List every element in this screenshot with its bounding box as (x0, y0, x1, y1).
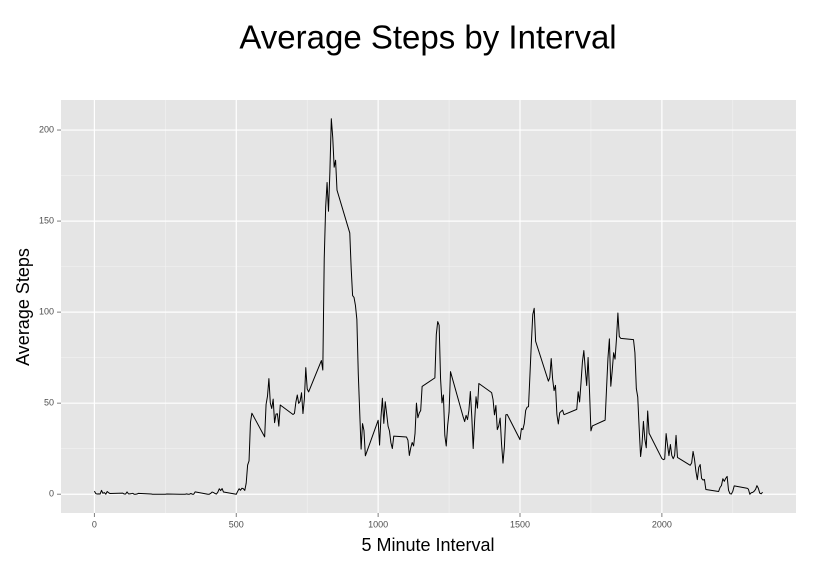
plot-panel (61, 100, 796, 513)
y-tick-label: 50 (44, 398, 54, 408)
y-axis-label: Average Steps (13, 248, 33, 366)
x-tick-label: 500 (229, 519, 244, 529)
y-tick-label: 200 (39, 124, 54, 134)
x-tick-label: 1500 (510, 519, 530, 529)
x-tick-label: 2000 (652, 519, 672, 529)
line (93, 118, 763, 495)
y-tick-label: 0 (49, 489, 54, 499)
x-axis-label: 5 Minute Interval (361, 535, 494, 555)
chart-title: Average Steps by Interval (239, 19, 616, 56)
x-tick-label: 0 (92, 519, 97, 529)
y-tick-label: 150 (39, 215, 54, 225)
y-tick-label: 100 (39, 307, 54, 317)
x-tick-label: 1000 (368, 519, 388, 529)
